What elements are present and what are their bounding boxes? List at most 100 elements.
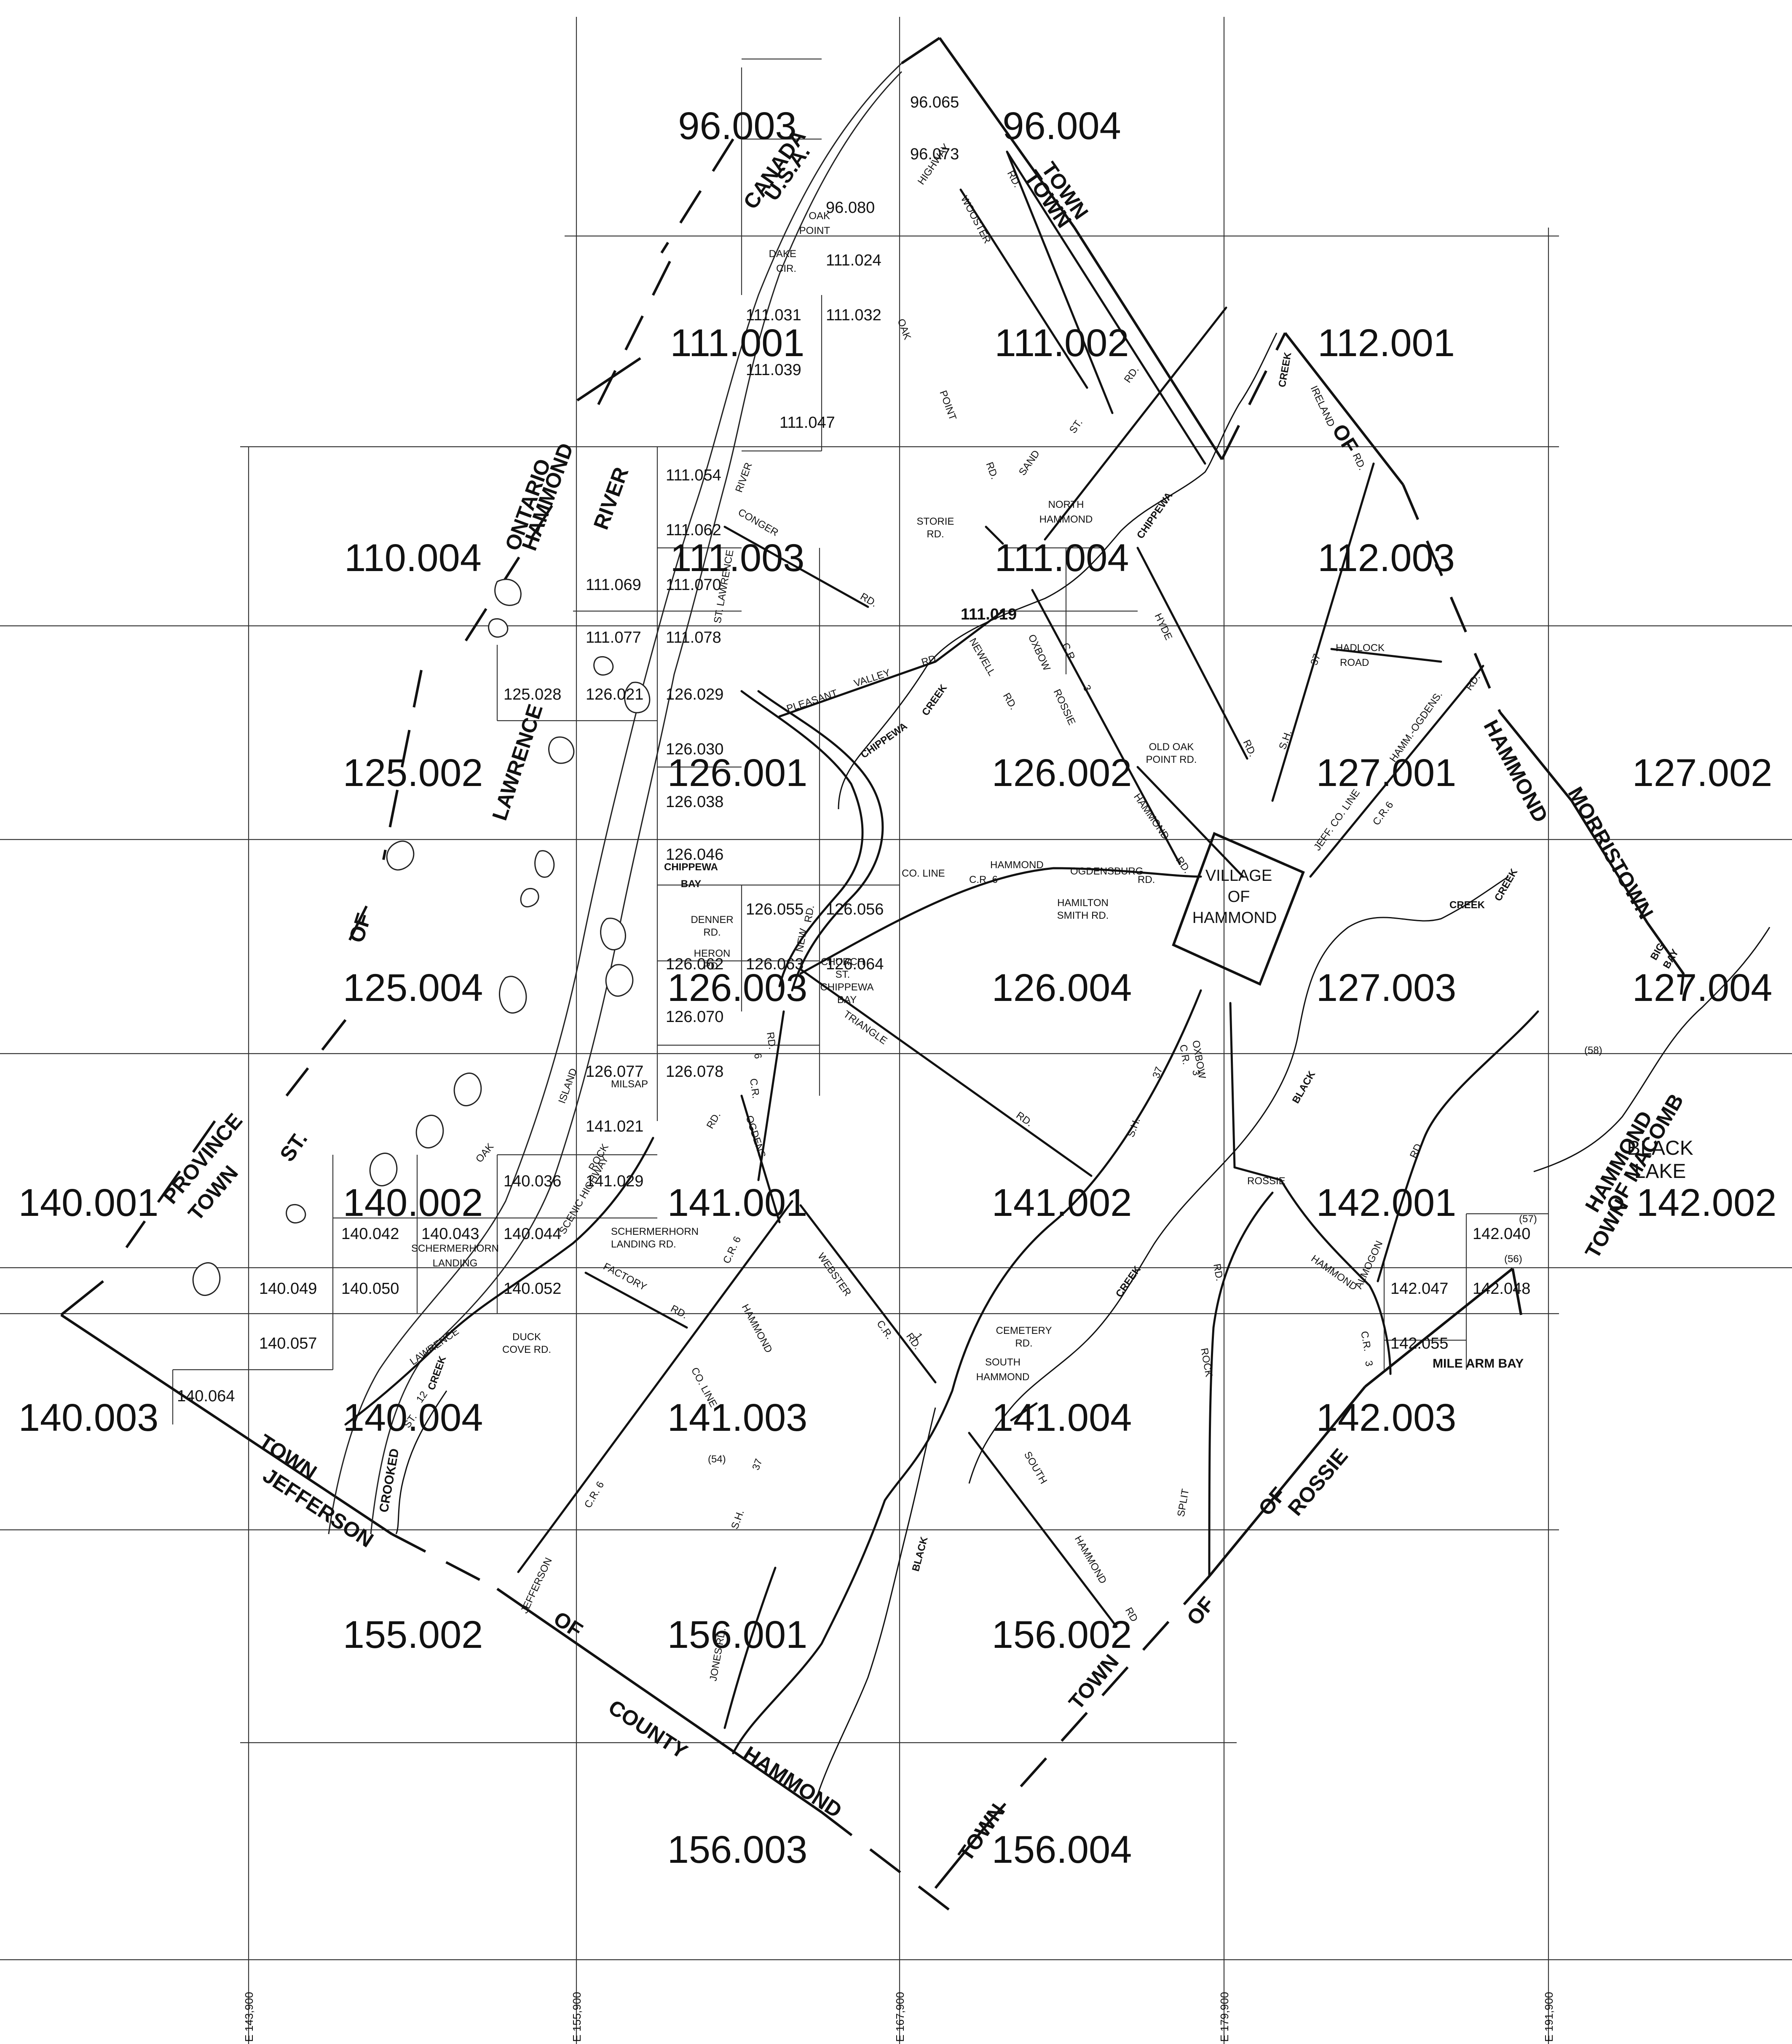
boundary-label: JEFFERSON: [259, 1463, 378, 1552]
sheet-id: 141.001: [667, 1181, 808, 1224]
road-label: WEBSTER: [815, 1251, 853, 1298]
sheet-id: 142.001: [1316, 1181, 1457, 1224]
road-label: C.R.: [874, 1318, 895, 1341]
sub-sheet-id: 142.055: [1390, 1335, 1448, 1352]
road-label: CREEK: [920, 682, 950, 718]
place-label: OAK: [809, 210, 830, 222]
road-label: SCENIC HIGHWAY: [557, 1154, 611, 1236]
road-label: CREEK: [426, 1354, 448, 1392]
road-label: SPLIT: [1175, 1488, 1191, 1518]
sub-sheet-id: 140.044: [504, 1225, 561, 1243]
sub-sheet-id: 142.047: [1390, 1280, 1448, 1298]
road-label: RD.: [1001, 691, 1019, 712]
road-label: HAMMOND: [739, 1302, 774, 1355]
road-label: OLD OAK: [1149, 741, 1194, 753]
place-label: DENNER: [691, 914, 733, 925]
road-label: SAND: [1017, 448, 1042, 477]
place-label: NORTH: [1048, 499, 1084, 510]
easting-label: E 155,900: [571, 1992, 583, 2042]
water-label: ST.: [275, 1127, 312, 1166]
place-label: CHURCH: [821, 956, 865, 968]
road-label: POINT RD.: [1146, 754, 1197, 765]
sheet-id: 126.002: [992, 751, 1132, 794]
sub-sheet-id: 111.031: [746, 306, 801, 324]
road-label: 6: [752, 1052, 764, 1060]
road-label: 37: [1308, 652, 1323, 667]
water-label: OF: [344, 910, 376, 945]
sub-sheet-id: 111.077: [586, 629, 641, 646]
sheet-grid: [0, 17, 1792, 2044]
easting-label: E 143,900: [243, 1992, 255, 2042]
road-label: CROOKED: [377, 1447, 402, 1513]
sheet-id: 140.001: [19, 1181, 159, 1224]
sheet-id: 126.001: [667, 751, 808, 794]
road-label: 37: [1150, 1065, 1165, 1080]
sheet-id: 156.002: [992, 1613, 1132, 1656]
road-label: CREEK: [1449, 899, 1485, 911]
road-label: SMITH RD.: [1057, 910, 1109, 921]
place-label: BAY: [837, 994, 857, 1006]
sheet-id: 125.004: [343, 966, 483, 1009]
road-label: RD.: [983, 461, 1000, 481]
road-label: (54): [708, 1454, 726, 1465]
road-label: POINT: [937, 389, 959, 422]
road-label: RD.: [1241, 738, 1259, 759]
sub-sheet-id: 111.019: [961, 606, 1017, 623]
road-label: RD.: [858, 591, 879, 609]
sub-sheet-id: 111.047: [779, 414, 835, 432]
place-label: HAMMOND: [976, 1371, 1030, 1383]
sub-sheet-id: 141.029: [586, 1172, 643, 1190]
place-label: RD.: [703, 927, 721, 938]
sheet-id: 141.004: [992, 1396, 1132, 1439]
place-label: RD.: [703, 960, 721, 972]
place-label: ST.: [836, 969, 850, 980]
sub-sheet-id: 126.077: [586, 1063, 643, 1081]
boundary-label: OF: [549, 1607, 587, 1642]
sub-sheet-id: 126.056: [826, 901, 884, 918]
roads: [344, 150, 1539, 1754]
road-label: HYDE: [1152, 612, 1175, 642]
sub-sheet-id: 126.030: [666, 740, 723, 758]
place-label: HAMMOND: [1039, 514, 1093, 525]
road-label: ROCK: [587, 1142, 611, 1173]
road-label: OAK: [474, 1141, 496, 1165]
road-label: S.H.: [729, 1508, 746, 1531]
road-label: RD.: [1211, 1263, 1225, 1282]
sheet-id: 111.002: [995, 322, 1129, 365]
road-label: VALLEY: [853, 667, 892, 689]
place-label: MILE ARM BAY: [1433, 1357, 1524, 1371]
sub-sheet-id: 141.021: [586, 1118, 643, 1135]
sub-sheet-id: 96.065: [910, 94, 959, 111]
road-label: RD.: [704, 1110, 723, 1131]
road-label: OGDENSBURG: [1070, 866, 1143, 877]
road-label: RD.: [1014, 1110, 1035, 1129]
sub-sheet-id: 140.050: [341, 1280, 399, 1298]
sub-sheet-id: 111.069: [586, 576, 641, 594]
place-label: BLACK: [1627, 1137, 1693, 1159]
road-label: CHIPPEWA: [1135, 490, 1175, 541]
sheet-id: 110.004: [344, 536, 482, 579]
sheet-id: 156.003: [667, 1828, 808, 1871]
sub-sheet-id: 126.064: [826, 955, 884, 973]
boundary-label: HAMMOND: [739, 1741, 846, 1822]
road-label: ROAD: [1340, 657, 1369, 668]
sub-sheet-id: 140.043: [421, 1225, 479, 1243]
sub-sheet-id: 111.039: [746, 361, 801, 379]
road-label: HADLOCK: [1336, 642, 1385, 654]
road-label: HAMMOND: [1072, 1534, 1109, 1586]
sub-sheet-id: 126.078: [666, 1063, 723, 1081]
sub-sheet-id: 111.054: [666, 467, 721, 484]
sheet-id: 111.001: [670, 322, 805, 365]
place-label: CHIPPEWA: [664, 861, 718, 873]
place-label: CIR.: [776, 263, 796, 274]
road-label: CREEK: [1114, 1264, 1144, 1300]
road-label: RD.: [920, 652, 940, 668]
sheet-id: 111.004: [995, 536, 1129, 579]
road-label: RD.: [1463, 672, 1483, 692]
road-label: 3: [1363, 1360, 1375, 1367]
place-label: OF: [1228, 888, 1250, 906]
sub-sheet-id: 111.078: [666, 629, 721, 646]
place-label: CHIPPEWA: [820, 982, 873, 993]
sub-sheet-id: 126.062: [666, 955, 723, 973]
sheet-id: 112.003: [1318, 536, 1455, 579]
